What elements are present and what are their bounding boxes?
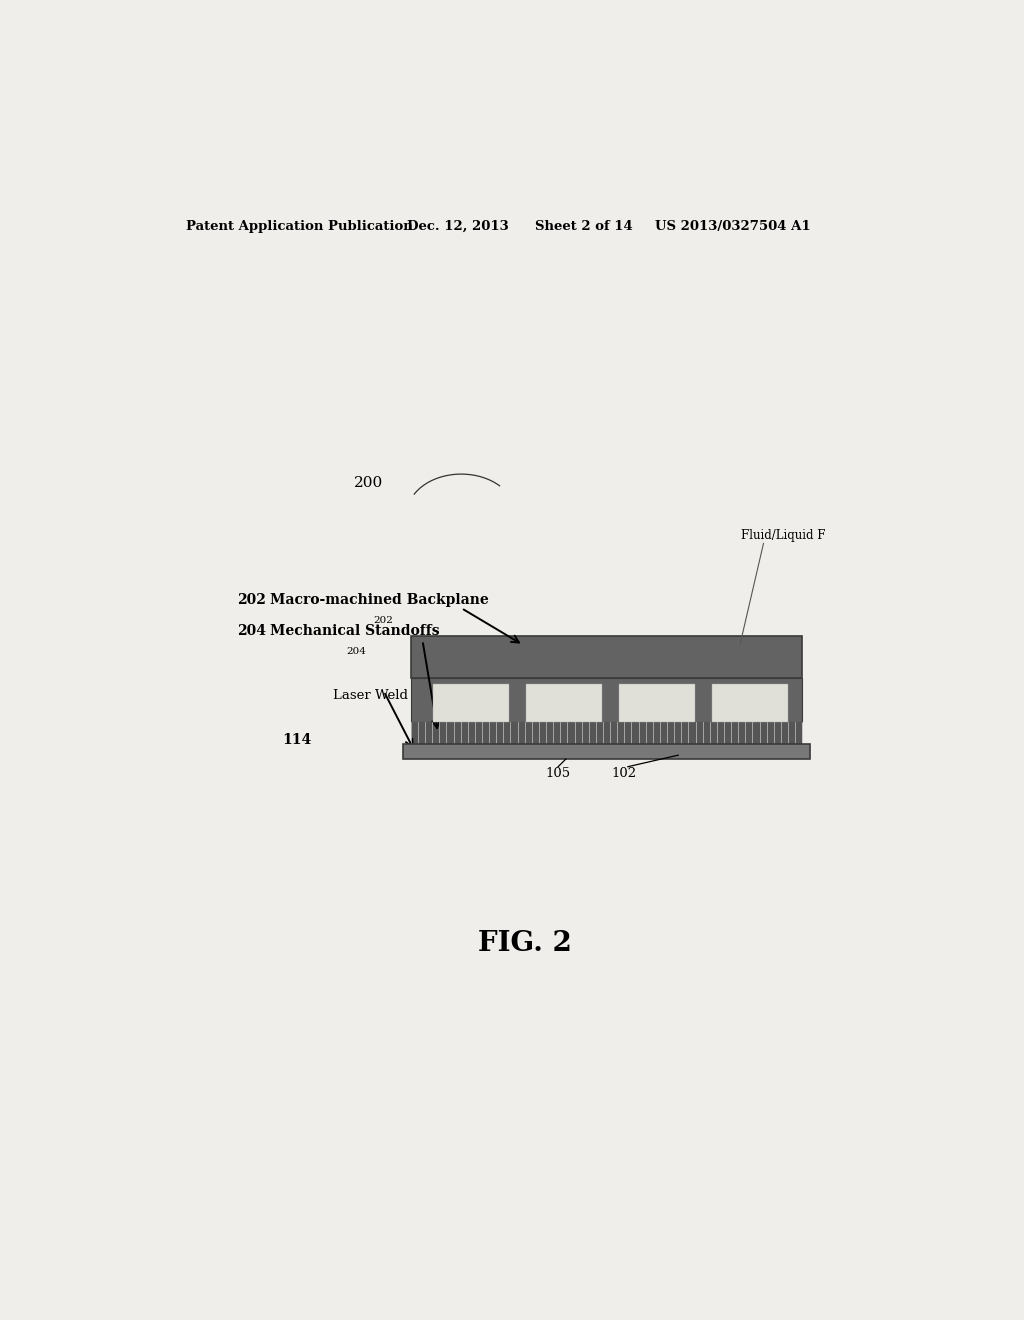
Text: 102: 102 — [611, 767, 637, 780]
Bar — [403, 743, 810, 759]
Text: 200: 200 — [354, 477, 384, 490]
Bar — [411, 636, 802, 678]
Bar — [712, 684, 788, 722]
Text: 202: 202 — [374, 616, 393, 624]
Text: FIG. 2: FIG. 2 — [478, 931, 571, 957]
Text: US 2013/0327504 A1: US 2013/0327504 A1 — [655, 219, 811, 232]
Bar — [411, 722, 802, 743]
Bar — [411, 678, 802, 722]
Text: Dec. 12, 2013: Dec. 12, 2013 — [407, 219, 509, 232]
Bar — [525, 684, 602, 722]
Text: Sheet 2 of 14: Sheet 2 of 14 — [535, 219, 633, 232]
Text: 204: 204 — [237, 624, 266, 638]
Text: Laser Weld: Laser Weld — [334, 689, 409, 702]
Text: Mechanical Standoffs: Mechanical Standoffs — [270, 624, 439, 638]
Text: Fluid/Liquid F: Fluid/Liquid F — [740, 529, 825, 543]
Text: Macro-machined Backplane: Macro-machined Backplane — [270, 594, 488, 607]
Bar — [432, 684, 509, 722]
Text: Patent Application Publication: Patent Application Publication — [186, 219, 413, 232]
Text: 114: 114 — [283, 733, 311, 747]
Bar — [618, 684, 695, 722]
Text: 202: 202 — [238, 594, 266, 607]
Text: 204: 204 — [347, 647, 367, 656]
Text: 105: 105 — [546, 767, 570, 780]
